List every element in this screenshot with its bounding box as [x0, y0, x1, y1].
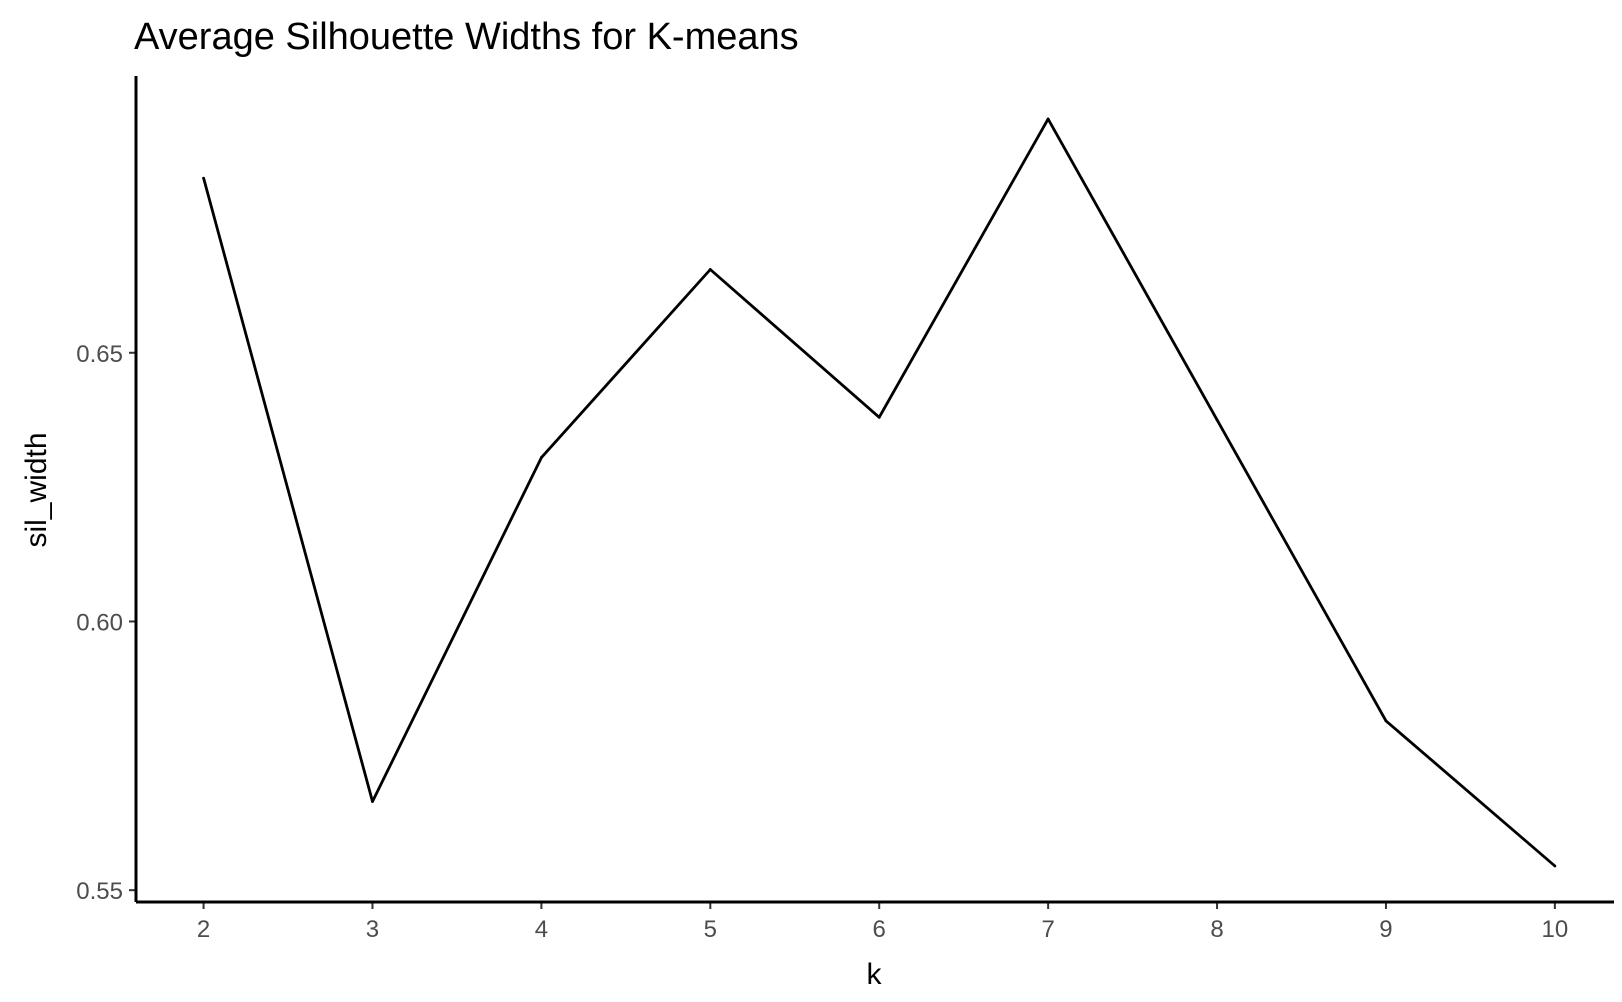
x-tick-label: 4 [535, 916, 548, 943]
y-tick-label: 0.65 [76, 341, 123, 368]
x-tick-label: 7 [1041, 916, 1054, 943]
plot-area: 0.55 0.60 0.65 2 3 4 5 6 7 8 9 10 [76, 76, 1614, 943]
x-axis-label: k [867, 958, 883, 991]
y-tick-label: 0.55 [76, 878, 123, 905]
series-line-sil-width [202, 117, 1556, 868]
data-point [1046, 117, 1050, 121]
y-axis-label: sil_width [20, 432, 53, 547]
x-tick-label: 9 [1379, 916, 1392, 943]
data-point [1215, 418, 1219, 422]
data-point [1553, 864, 1557, 868]
data-point [202, 176, 205, 180]
x-tick-label: 5 [704, 916, 717, 943]
x-tick-label: 2 [197, 916, 210, 943]
data-point [877, 415, 881, 419]
x-axis-ticks: 2 3 4 5 6 7 8 9 10 [197, 902, 1568, 943]
x-tick-label: 10 [1542, 916, 1569, 943]
x-tick-label: 6 [873, 916, 886, 943]
data-point [1384, 719, 1388, 723]
y-axis-ticks: 0.55 0.60 0.65 [76, 341, 136, 905]
data-point [371, 800, 374, 803]
data-point [708, 268, 712, 271]
data-point [539, 456, 543, 459]
data-points [202, 117, 1557, 868]
x-tick-label: 8 [1210, 916, 1223, 943]
chart-title: Average Silhouette Widths for K-means [134, 16, 799, 58]
y-tick-label: 0.60 [76, 609, 123, 636]
x-tick-label: 3 [366, 916, 379, 943]
